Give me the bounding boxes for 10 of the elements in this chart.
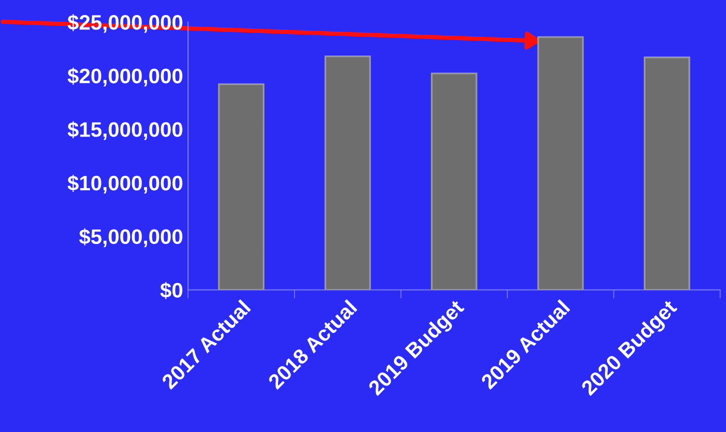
y-tick-label: $15,000,000: [68, 121, 182, 140]
bar: [430, 72, 478, 290]
bar: [644, 56, 690, 290]
y-tick-label: $10,000,000: [68, 174, 182, 194]
bar: [537, 36, 584, 290]
y-tick-label: $0: [160, 282, 182, 299]
bar: [324, 55, 371, 290]
y-tick-label: $20,000,000: [68, 68, 182, 86]
y-tick-label: $5,000,000: [79, 228, 182, 248]
bar: [218, 83, 264, 290]
